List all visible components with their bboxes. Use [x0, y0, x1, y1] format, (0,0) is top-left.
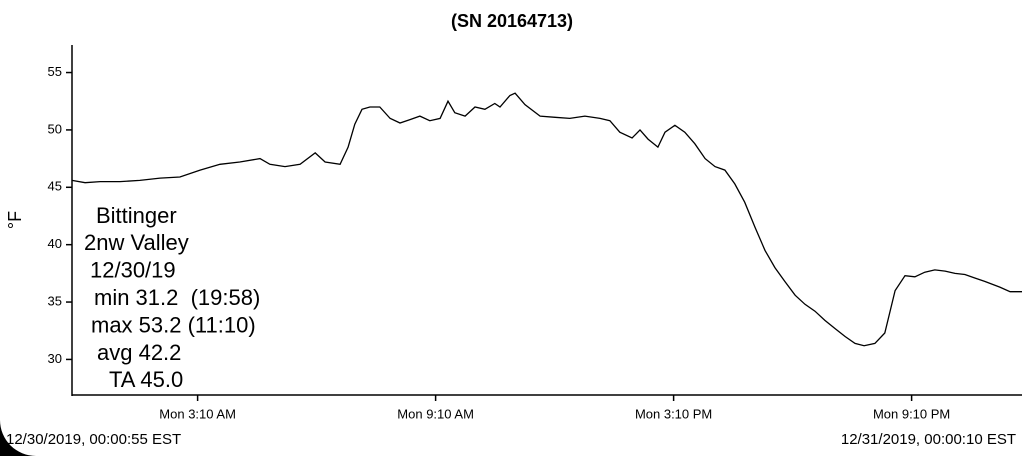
y-tick-label: 40: [48, 236, 62, 251]
chart-title: (SN 20164713): [451, 11, 573, 31]
x-tick-label: Mon 3:10 PM: [635, 406, 712, 421]
annotation-line: Bittinger: [96, 203, 177, 228]
annotation-line: avg 42.2: [97, 340, 181, 365]
start-label: 12/30/2019, 00:00:55 EST: [6, 431, 181, 448]
y-tick-label: 55: [48, 64, 62, 79]
line-series: [71, 92, 1022, 347]
x-tick-label: Mon 9:10 AM: [397, 406, 474, 421]
y-axis-label: °F: [5, 211, 25, 229]
screen-corner: [0, 420, 36, 456]
annotation-line: 2nw Valley: [84, 230, 189, 255]
annotation-line: min 31.2 (19:58): [94, 285, 260, 310]
y-tick-label: 30: [48, 351, 62, 366]
y-tick-label: 50: [48, 121, 62, 136]
y-tick-label: 35: [48, 293, 62, 308]
y-tick-label: 45: [48, 179, 62, 194]
annotation-line: max 53.2 (11:10): [91, 312, 256, 337]
end-label: 12/31/2019, 00:00:10 EST: [841, 431, 1016, 448]
x-tick-label: Mon 3:10 AM: [159, 406, 236, 421]
x-tick-label: Mon 9:10 PM: [873, 406, 950, 421]
annotation-line: TA 45.0: [109, 367, 183, 392]
annotation-line: 12/30/19: [90, 258, 176, 283]
